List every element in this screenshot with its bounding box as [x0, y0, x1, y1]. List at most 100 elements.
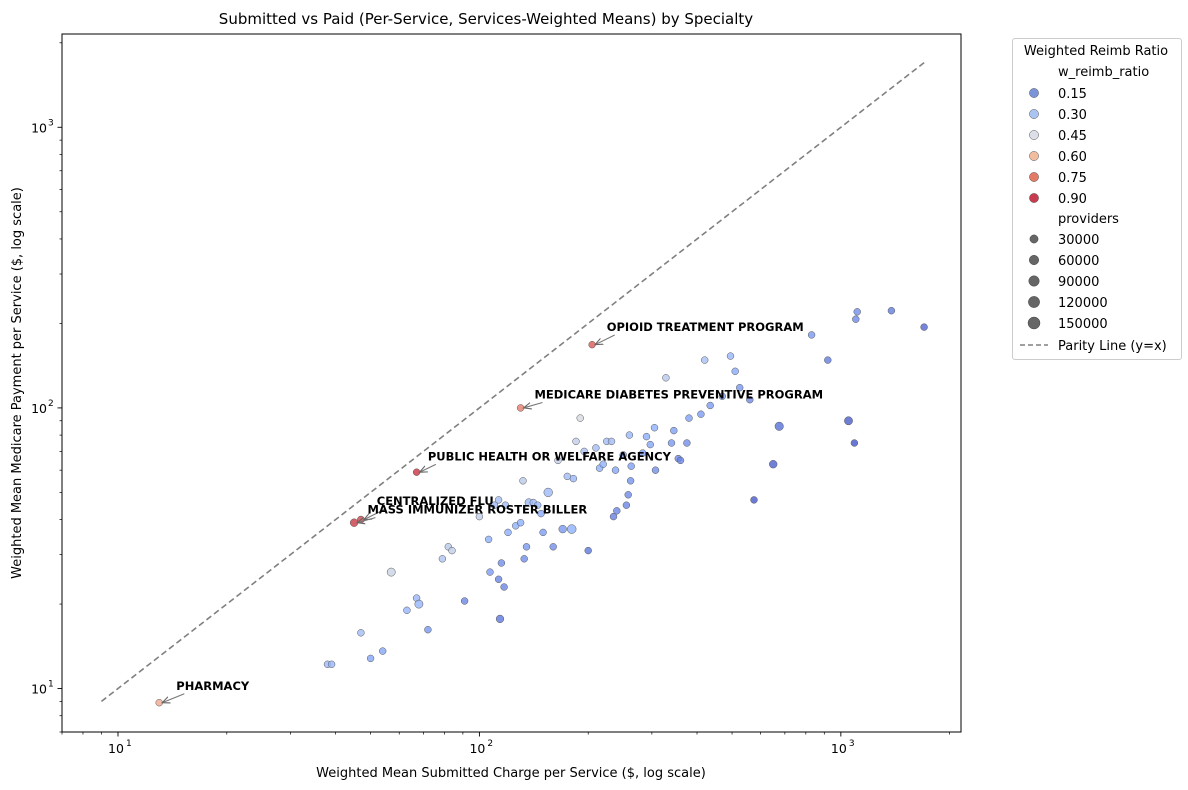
scatter-point: [580, 447, 588, 456]
x-tick-exponent: 3: [849, 739, 855, 749]
x-tick-exponent: 1: [126, 739, 132, 749]
scatter-point: [731, 367, 739, 375]
scatter-point: [625, 431, 634, 439]
y-axis-label: Weighted Mean Medicare Payment per Servi…: [10, 187, 25, 579]
plot-frame: [61, 33, 962, 733]
annotation-label: PUBLIC HEALTH OR WELFARE AGENCY: [428, 449, 672, 463]
scatter-point: [534, 501, 542, 509]
scatter-point: [558, 524, 567, 534]
scatter-point: [519, 477, 527, 485]
scatter-point: [448, 546, 456, 555]
scatter-point: [807, 331, 816, 339]
annotation-label: PHARMACY: [176, 679, 250, 693]
legend-size-swatch: [1029, 234, 1039, 244]
legend-hue-header: w_reimb_ratio: [1058, 65, 1149, 80]
annotations: OPIOID TREATMENT PROGRAM MEDICARE DIABETE…: [162, 320, 823, 703]
scatter-point: [494, 496, 503, 504]
y-tick-label: 10: [31, 120, 47, 135]
scatter-point: [642, 432, 651, 441]
scatter-point: [592, 444, 600, 452]
legend-parity-label: Parity Line (y=x): [1058, 339, 1167, 354]
legend-frame: [1012, 38, 1182, 360]
scatter-point: [554, 456, 562, 465]
annotation-label: OPIOID TREATMENT PROGRAM: [607, 320, 804, 334]
scatter-point: [543, 487, 553, 498]
scatter-point: [736, 384, 744, 392]
scatter-point: [609, 512, 618, 521]
scatter-point: [769, 460, 778, 469]
legend-hue-entries: 0.15 0.30 0.45 0.60 0.75 0.90: [1029, 87, 1087, 207]
legend-size-label: 30000: [1058, 233, 1099, 248]
legend-size-swatch: [1027, 316, 1041, 330]
legend-hue-swatch: [1029, 88, 1039, 98]
legend-size-header: providers: [1058, 212, 1119, 227]
legend-size-label: 60000: [1058, 254, 1099, 269]
scatter-point: [539, 528, 547, 537]
legend-hue-label: 0.45: [1058, 129, 1087, 144]
scatter-point: [494, 575, 503, 583]
x-tick-exponent: 2: [487, 739, 493, 749]
legend-hue-label: 0.90: [1058, 192, 1087, 207]
scatter-point: [746, 396, 754, 404]
scatter-point: [667, 439, 676, 447]
scatter-point: [424, 626, 432, 634]
legend-hue-swatch: [1029, 109, 1039, 119]
legend-hue-label: 0.15: [1058, 87, 1087, 102]
scatter-point: [613, 507, 621, 515]
x-axis-ticks: 10 1 10 2 10 3: [61, 732, 950, 756]
annotation-label: MASS IMMUNIZER ROSTER BILLER: [367, 503, 587, 517]
scatter-point: [853, 308, 861, 316]
scatter-point: [490, 501, 499, 509]
scatter-point: [844, 416, 853, 426]
scatter-point: [850, 439, 859, 447]
scatter-point: [920, 323, 928, 331]
annotation-label: MEDICARE DIABETES PREVENTIVE PROGRAM: [534, 388, 823, 402]
scatter-point: [414, 599, 424, 609]
scatter-point: [697, 410, 705, 418]
scatter-point: [386, 567, 396, 577]
scatter-point: [576, 414, 584, 422]
scatter-point: [486, 568, 494, 576]
scatter-point: [475, 512, 484, 521]
x-axis-label: Weighted Mean Submitted Charge per Servi…: [316, 766, 706, 781]
parity-line: [100, 61, 925, 703]
scatter-point: [774, 421, 784, 431]
scatter-point: [549, 543, 557, 551]
annotation-arrow: [595, 334, 615, 345]
scatter-point: [484, 535, 493, 544]
legend-size-swatch: [1028, 296, 1040, 308]
scatter-point: [852, 315, 860, 323]
annotation-arrow: [162, 693, 185, 703]
scatter-point: [646, 440, 654, 449]
scatter-point: [497, 559, 506, 567]
annotation-arrow: [524, 402, 543, 408]
scatter-point: [569, 474, 578, 483]
scatter-point: [460, 597, 469, 605]
scatter-point: [683, 439, 691, 447]
scatter-point: [566, 524, 577, 534]
scatter-point: [516, 519, 525, 527]
y-tick-exponent: 2: [48, 399, 54, 409]
scatter-point: [887, 307, 896, 315]
scatter-point: [650, 424, 659, 432]
scatter-point: [619, 451, 627, 459]
scatter-point: [670, 426, 678, 435]
data-points: [155, 307, 928, 707]
scatter-point: [726, 352, 735, 360]
scatter-point: [611, 466, 620, 474]
x-tick-label: 10: [469, 741, 485, 756]
legend-hue-label: 0.60: [1058, 150, 1087, 165]
scatter-point: [537, 509, 545, 518]
scatter-point: [824, 356, 832, 364]
scatter-point: [584, 546, 592, 555]
chart-title: Submitted vs Paid (Per-Service, Services…: [219, 10, 754, 28]
x-tick-label: 10: [831, 741, 847, 756]
legend-hue-swatch: [1029, 151, 1039, 161]
scatter-point: [520, 555, 528, 563]
scatter-point: [438, 555, 447, 563]
scatter-point: [676, 456, 685, 465]
legend-hue-swatch: [1029, 130, 1039, 140]
scatter-point: [501, 501, 510, 509]
